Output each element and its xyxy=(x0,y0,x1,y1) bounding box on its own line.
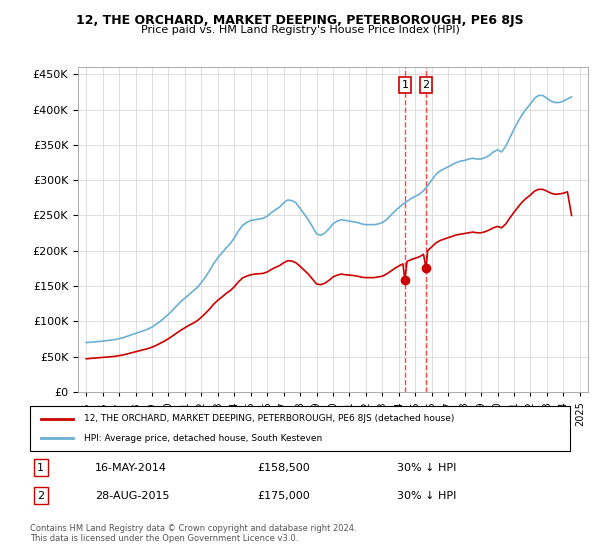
Text: Contains HM Land Registry data © Crown copyright and database right 2024.
This d: Contains HM Land Registry data © Crown c… xyxy=(30,524,356,543)
Text: £175,000: £175,000 xyxy=(257,491,310,501)
Text: 28-AUG-2015: 28-AUG-2015 xyxy=(95,491,169,501)
Text: 1: 1 xyxy=(37,463,44,473)
Text: HPI: Average price, detached house, South Kesteven: HPI: Average price, detached house, Sout… xyxy=(84,434,322,443)
Text: 30% ↓ HPI: 30% ↓ HPI xyxy=(397,491,457,501)
Text: 12, THE ORCHARD, MARKET DEEPING, PETERBOROUGH, PE6 8JS (detached house): 12, THE ORCHARD, MARKET DEEPING, PETERBO… xyxy=(84,414,454,423)
Text: 1: 1 xyxy=(401,80,409,90)
Text: £158,500: £158,500 xyxy=(257,463,310,473)
Text: Price paid vs. HM Land Registry's House Price Index (HPI): Price paid vs. HM Land Registry's House … xyxy=(140,25,460,35)
FancyBboxPatch shape xyxy=(30,406,570,451)
Text: 30% ↓ HPI: 30% ↓ HPI xyxy=(397,463,457,473)
Text: 12, THE ORCHARD, MARKET DEEPING, PETERBOROUGH, PE6 8JS: 12, THE ORCHARD, MARKET DEEPING, PETERBO… xyxy=(76,14,524,27)
Text: 16-MAY-2014: 16-MAY-2014 xyxy=(95,463,167,473)
Text: 2: 2 xyxy=(422,80,430,90)
Text: 2: 2 xyxy=(37,491,44,501)
